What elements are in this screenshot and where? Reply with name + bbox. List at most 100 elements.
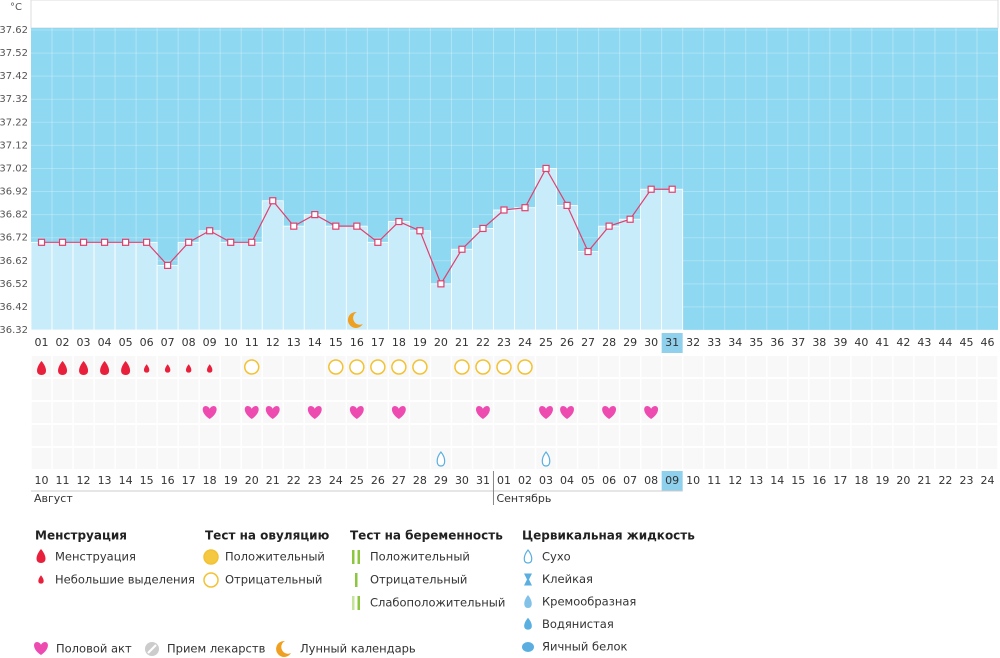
point-marker (563, 201, 571, 209)
day-label: 16 (350, 336, 364, 349)
menstruation-icon (100, 361, 110, 375)
bar (114, 241, 137, 331)
date-label: 18 (854, 474, 868, 487)
point-marker (395, 217, 403, 226)
current-day-top (661, 333, 683, 353)
legend-icon (352, 596, 355, 610)
legend-item: Сухо (542, 550, 571, 564)
bar (430, 283, 452, 331)
date-label: 03 (539, 474, 553, 487)
point-marker (185, 238, 193, 246)
date-label: 14 (770, 474, 784, 487)
day-label: 27 (581, 336, 595, 349)
bar (303, 214, 326, 331)
day-label: 23 (497, 336, 511, 349)
day-label: 24 (518, 336, 532, 349)
day-label: 21 (455, 336, 469, 349)
point-marker (121, 238, 130, 246)
point-marker (206, 227, 214, 235)
point-marker (374, 238, 382, 246)
intercourse-icon (391, 406, 406, 419)
y-tick-label: 36.72 (0, 233, 28, 244)
legend-icon (203, 572, 219, 588)
day-label: 32 (686, 336, 700, 349)
legend-icon (524, 617, 532, 630)
bar (514, 207, 536, 331)
point-marker (458, 245, 466, 253)
dry-icon (436, 451, 446, 467)
bar (156, 264, 179, 331)
day-label: 04 (98, 336, 112, 349)
day-label: 41 (875, 336, 889, 349)
day-label: 44 (938, 336, 952, 349)
point-marker (164, 261, 172, 269)
day-label: 02 (56, 336, 70, 349)
day-label: 08 (182, 336, 196, 349)
point-marker (521, 204, 529, 212)
y-tick-label: 37.12 (0, 140, 28, 151)
day-label: 20 (434, 336, 448, 349)
legend-item: Менструация (55, 550, 136, 564)
legend-icon (34, 642, 48, 655)
legend-icon (203, 549, 219, 565)
date-label: 19 (224, 474, 238, 487)
date-label: 12 (728, 474, 742, 487)
day-label: 12 (266, 336, 280, 349)
date-label: 19 (875, 474, 889, 487)
ovulation-negative-icon (517, 359, 533, 375)
ovulation-negative-icon (496, 359, 512, 375)
legend-item: Небольшие выделения (55, 573, 195, 587)
point-marker (100, 238, 109, 246)
intercourse-icon (244, 406, 259, 419)
bar (661, 188, 684, 331)
bar (619, 218, 642, 331)
date-label: 12 (77, 474, 91, 487)
legend-title: Цервикальная жидкость (522, 529, 695, 543)
moon-icon (347, 311, 363, 328)
y-tick-label: 37.32 (0, 94, 28, 105)
intercourse-icon (265, 406, 280, 419)
bar (72, 241, 95, 331)
day-label: 40 (854, 336, 868, 349)
point-marker (584, 247, 592, 256)
point-marker (647, 185, 655, 193)
legend-icon (357, 596, 360, 610)
point-marker (500, 206, 508, 214)
date-label: 10 (35, 474, 49, 487)
date-label: 04 (560, 474, 574, 487)
day-label: 13 (287, 336, 301, 349)
bar (135, 241, 158, 331)
day-label: 31 (665, 336, 679, 349)
legend-icon (355, 573, 358, 587)
day-label: 25 (539, 336, 553, 349)
legend-title: Тест на овуляцию (205, 529, 330, 543)
day-label: 45 (959, 336, 973, 349)
day-label: 37 (791, 336, 805, 349)
spotting-icon (143, 364, 150, 373)
legend-icon (36, 549, 46, 563)
date-label: 15 (140, 474, 154, 487)
date-label: 22 (287, 474, 301, 487)
date-label: 13 (749, 474, 763, 487)
legend-item: Положительный (370, 550, 470, 564)
date-label: 21 (917, 474, 931, 487)
intercourse-icon (349, 406, 364, 419)
point-marker (416, 227, 424, 235)
intercourse-icon (476, 406, 490, 419)
date-label: 08 (644, 474, 658, 487)
day-label: 05 (119, 336, 133, 349)
day-label: 17 (371, 336, 385, 349)
day-label: 46 (980, 336, 994, 349)
point-marker (227, 238, 235, 246)
point-marker (248, 238, 256, 246)
day-label: 38 (812, 336, 826, 349)
day-label: 35 (749, 336, 763, 349)
day-label: 10 (224, 336, 238, 349)
plot-top (30, 0, 999, 29)
legend-icon (523, 549, 533, 564)
spotting-icon (164, 364, 171, 373)
bar (177, 241, 200, 331)
date-label: 11 (56, 474, 70, 487)
legend-item: Клейкая (542, 572, 593, 586)
